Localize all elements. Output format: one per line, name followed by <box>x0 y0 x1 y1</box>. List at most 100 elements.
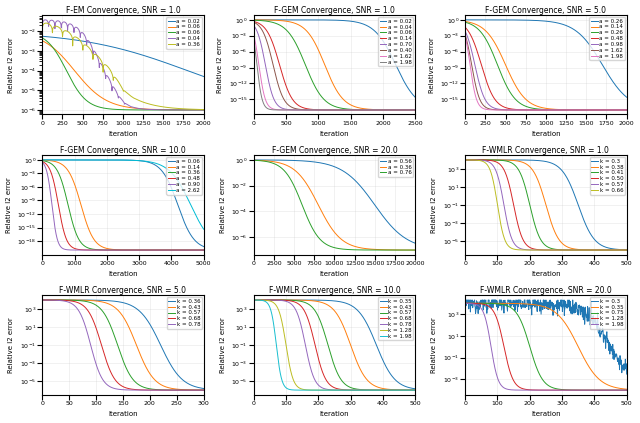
k = 0.78 <box>109 385 116 390</box>
a = 0.06 <box>38 157 46 162</box>
k = 0.78 <box>104 382 111 387</box>
a = 0.36 <box>188 247 196 253</box>
k = 0.66 <box>461 157 469 162</box>
k = 0.41 <box>565 247 573 253</box>
k = 0.50 <box>595 247 603 253</box>
a = 0.06 <box>265 19 273 24</box>
a = 1.62 <box>476 96 483 102</box>
Line: k = 0.36: k = 0.36 <box>42 300 204 388</box>
a = 0.06 <box>250 18 257 23</box>
a = 0.04 <box>256 17 264 22</box>
Y-axis label: Relative l2 error: Relative l2 error <box>429 37 435 93</box>
a = 0.14 <box>461 19 469 24</box>
X-axis label: Iteration: Iteration <box>531 272 561 277</box>
Title: F-GEM Convergence, SNR = 5.0: F-GEM Convergence, SNR = 5.0 <box>485 5 607 14</box>
a = 0.56 <box>335 166 342 171</box>
a = 2.62 <box>200 227 207 232</box>
a = 0.14 <box>188 247 196 253</box>
a = 0.14 <box>297 104 305 110</box>
a = 0.36 <box>381 247 389 253</box>
Line: k = 0.66: k = 0.66 <box>465 160 627 250</box>
Line: k = 0.78: k = 0.78 <box>42 300 204 390</box>
a = 0.04 <box>99 63 106 69</box>
a = 0.06 <box>116 157 124 162</box>
k = 0.57 <box>501 210 509 215</box>
k = 0.36 <box>200 386 207 391</box>
a = 0.76 <box>399 247 407 253</box>
a = 0.14 <box>558 107 566 112</box>
Line: a = 0.56: a = 0.56 <box>253 160 415 243</box>
a = 1.98 <box>623 107 630 113</box>
a = 0.02 <box>99 42 106 47</box>
a = 0.06 <box>42 38 50 43</box>
k = 0.50 <box>508 195 516 200</box>
a = 0.14 <box>250 19 257 24</box>
a = 0.26 <box>522 104 529 109</box>
Title: F-WMLR Convergence, SNR = 5.0: F-WMLR Convergence, SNR = 5.0 <box>60 286 186 295</box>
k = 0.68 <box>38 297 46 302</box>
k = 0.35 <box>356 310 364 315</box>
k = 0.50 <box>520 239 528 244</box>
a = 1.98 <box>348 107 356 113</box>
a = 1.62 <box>265 104 273 109</box>
a = 0.76 <box>269 160 276 165</box>
a = 1.62 <box>281 107 289 113</box>
a = 0.14 <box>150 247 157 253</box>
a = 0.06 <box>412 107 419 113</box>
a = 0.26 <box>558 22 566 27</box>
a = 1.62 <box>470 75 478 80</box>
a = 0.06 <box>256 18 264 23</box>
k = 0.35 <box>623 387 630 392</box>
k = 0.36 <box>38 297 46 302</box>
a = 0.36 <box>47 24 55 29</box>
k = 0.57 <box>165 387 173 393</box>
Line: k = 1.98: k = 1.98 <box>465 303 627 390</box>
k = 0.3 <box>463 297 470 302</box>
a = 1.62 <box>333 107 340 113</box>
a = 0.02 <box>297 17 305 22</box>
a = 0.02 <box>256 17 264 22</box>
a = 0.90 <box>116 247 124 253</box>
k = 0.57 <box>308 305 316 310</box>
k = 0.35 <box>461 301 469 306</box>
k = 1.98 <box>354 387 362 393</box>
k = 0.57 <box>623 247 630 253</box>
a = 0.36 <box>38 158 46 163</box>
a = 0.76 <box>381 247 389 253</box>
a = 0.36 <box>172 106 179 111</box>
k = 0.35 <box>565 327 573 332</box>
k = 0.57 <box>188 387 196 393</box>
a = 0.26 <box>476 28 483 33</box>
k = 0.68 <box>165 387 173 393</box>
a = 0.06 <box>200 244 207 249</box>
a = 0.14 <box>200 247 207 253</box>
a = 0.36 <box>150 247 157 253</box>
a = 0.26 <box>461 17 469 22</box>
k = 0.3 <box>595 241 603 246</box>
a = 0.36 <box>335 234 342 239</box>
k = 0.3 <box>461 302 469 307</box>
a = 1.62 <box>616 107 624 113</box>
a = 0.26 <box>461 20 469 25</box>
a = 0.04 <box>53 19 61 24</box>
k = 0.66 <box>508 246 516 251</box>
k = 0.68 <box>104 361 111 366</box>
a = 0.76 <box>412 247 419 253</box>
X-axis label: Iteration: Iteration <box>108 272 138 277</box>
Line: a = 1.62: a = 1.62 <box>253 35 415 110</box>
k = 0.75 <box>565 387 573 393</box>
k = 0.57 <box>175 387 182 393</box>
a = 0.36 <box>99 61 106 66</box>
k = 1.28 <box>297 386 305 391</box>
k = 0.57 <box>354 387 362 392</box>
k = 1.28 <box>383 387 391 393</box>
a = 0.40 <box>282 99 289 104</box>
a = 1.62 <box>594 107 602 113</box>
k = 0.57 <box>250 297 257 302</box>
a = 0.14 <box>265 32 273 37</box>
a = 0.36 <box>200 107 207 112</box>
a = 0.04 <box>250 17 257 22</box>
k = 1.98 <box>623 387 630 393</box>
a = 0.04 <box>333 88 340 93</box>
a = 1.98 <box>465 54 473 59</box>
